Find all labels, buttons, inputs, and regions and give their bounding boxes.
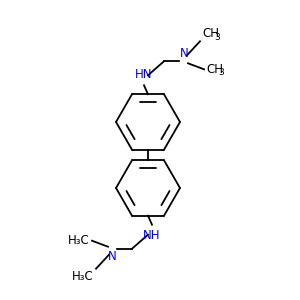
Text: NH: NH	[143, 229, 161, 242]
Text: H₃C: H₃C	[72, 270, 94, 283]
Text: 3: 3	[214, 33, 220, 42]
Text: 3: 3	[218, 68, 224, 77]
Text: H₃C: H₃C	[68, 234, 90, 247]
Text: HN: HN	[135, 68, 153, 81]
Text: N: N	[180, 47, 188, 60]
Text: N: N	[108, 250, 116, 263]
Text: CH: CH	[206, 63, 223, 76]
Text: CH: CH	[202, 27, 219, 40]
